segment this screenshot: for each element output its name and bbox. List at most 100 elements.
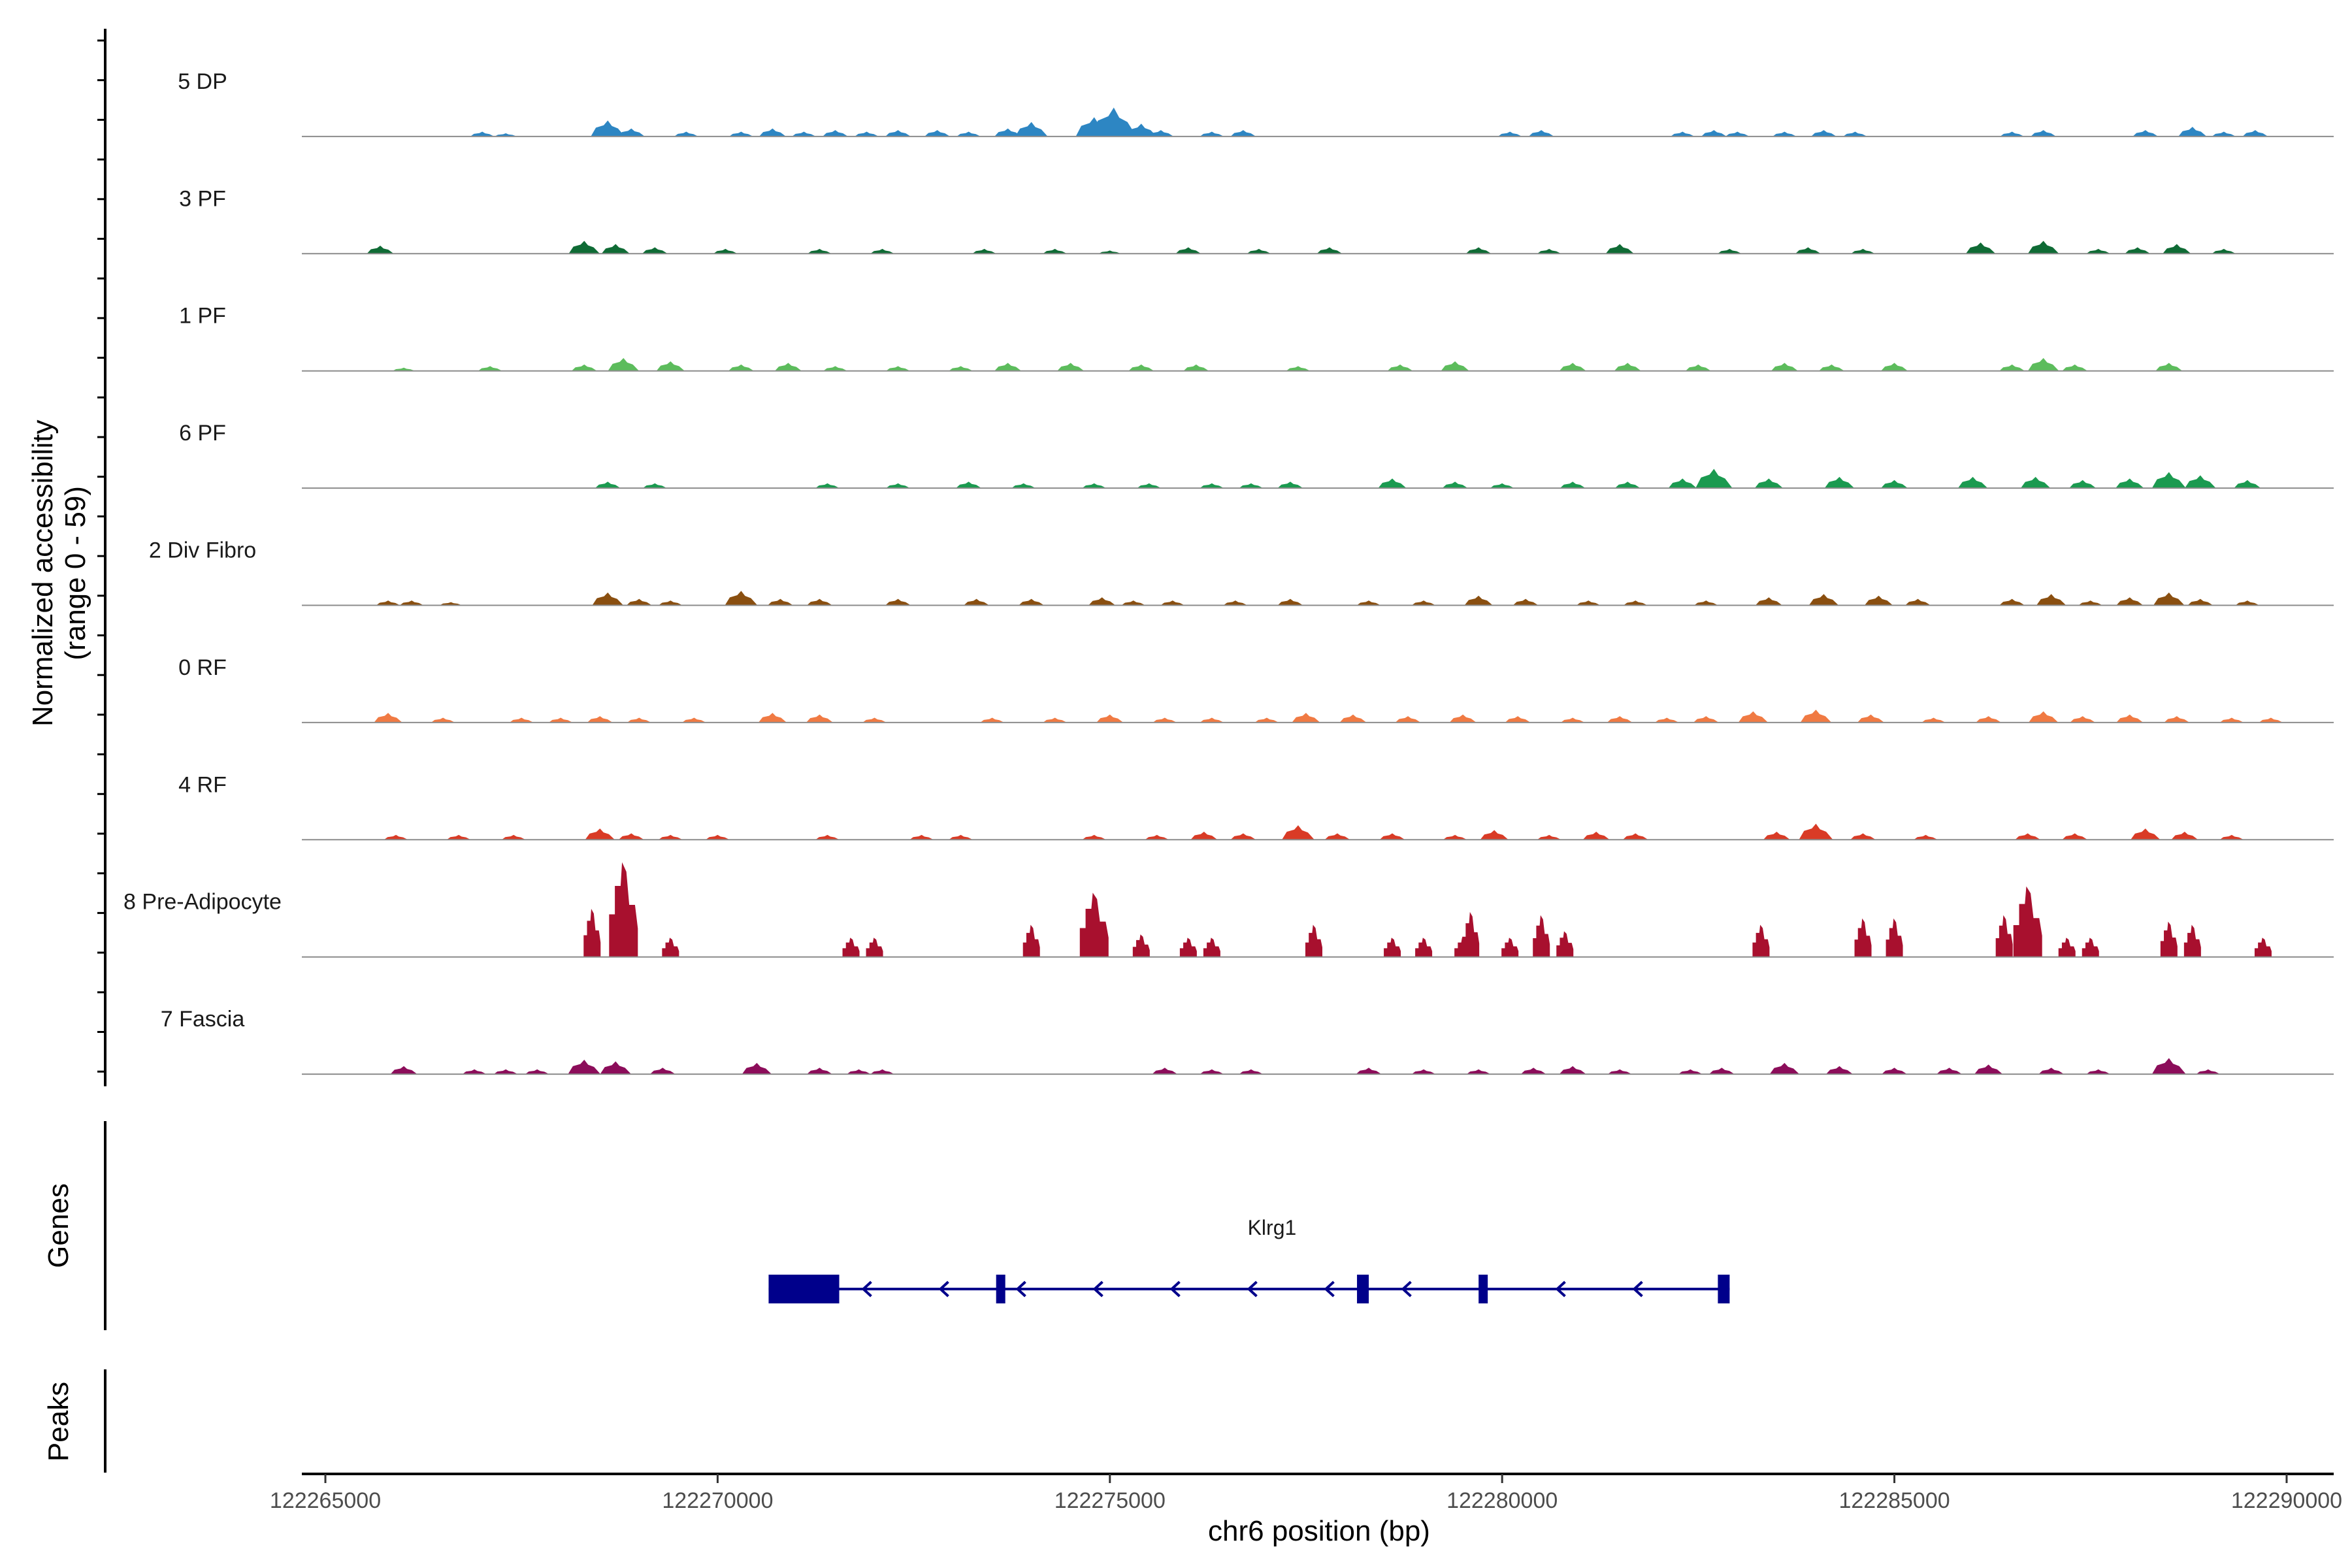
coverage-peak <box>806 714 834 723</box>
coverage-peak <box>842 938 860 957</box>
coverage-peak <box>2183 924 2201 957</box>
coverage-peak <box>949 834 973 840</box>
coverage-peak <box>1082 483 1107 489</box>
coverage-peak <box>568 1059 601 1075</box>
coverage-peak <box>1148 130 1174 137</box>
coverage-peak <box>1356 1068 1382 1075</box>
coverage-peak <box>1851 248 1875 254</box>
coverage-peak <box>2160 921 2178 957</box>
coverage-peak <box>1808 594 1839 606</box>
coverage-peak <box>1695 468 1733 489</box>
coverage-peak <box>1693 716 1719 723</box>
coverage-peak <box>949 366 973 371</box>
coverage-peak <box>1718 248 1742 254</box>
coverage-peak <box>2131 828 2161 840</box>
coverage-peak <box>1175 247 1201 254</box>
coverage-peak <box>980 717 1004 723</box>
coverage-peak <box>1057 363 1085 371</box>
coverage-peak <box>1701 130 1727 137</box>
strand-arrow <box>1247 1281 1258 1298</box>
coverage-peak <box>649 1068 676 1075</box>
coverage-peak <box>600 1061 632 1075</box>
coverage-peak <box>595 482 621 489</box>
coverage-peak <box>1738 711 1769 723</box>
coverage-peak <box>924 130 951 137</box>
coverage-peak <box>1974 1064 2003 1075</box>
coverage-peak <box>2116 714 2144 723</box>
strand-arrow <box>1169 1281 1181 1298</box>
coverage-peak <box>1203 938 1220 957</box>
coverage-peak <box>725 591 758 606</box>
coverage-peak <box>1379 833 1405 840</box>
track-label: 2 Div Fibro <box>149 538 256 563</box>
coverage-peak <box>1324 833 1350 840</box>
coverage-peak <box>2155 363 2183 371</box>
x-tick-label: 122285000 <box>1838 1488 1950 1513</box>
coverage-peak <box>956 482 982 489</box>
coverage-peak <box>439 602 463 606</box>
coverage-peak <box>870 1069 894 1075</box>
coverage-peak <box>2013 886 2042 957</box>
coverage-peak <box>462 1069 487 1075</box>
track-label: 1 PF <box>179 304 226 329</box>
coverage-peak <box>1441 361 1469 371</box>
coverage-peak <box>587 716 613 723</box>
coverage-peak <box>1043 717 1068 723</box>
coverage-peak <box>478 366 502 371</box>
coverage-peak <box>1082 834 1107 840</box>
coverage-peak <box>390 1066 417 1075</box>
coverage-peak <box>1936 1068 1963 1075</box>
coverage-peak <box>592 592 624 606</box>
coverage-peak <box>1415 938 1433 957</box>
coverage-peak <box>1239 1069 1264 1075</box>
coverage-peak <box>1378 478 1407 489</box>
coverage-peak <box>2242 130 2268 137</box>
coverage-peak <box>2178 127 2207 137</box>
coverage-peak <box>706 834 730 840</box>
coverage-peak <box>2086 1069 2111 1075</box>
track-label: 5 DP <box>178 69 227 94</box>
coverage-peak <box>2219 834 2244 840</box>
coverage-peak <box>1090 107 1137 137</box>
coverage-peak <box>2000 131 2024 137</box>
coverage-peak <box>1200 483 1224 489</box>
coverage-peak <box>774 363 802 371</box>
coverage-peak <box>2027 240 2059 254</box>
coverage-peak <box>1957 476 1988 489</box>
strand-arrow <box>1092 1281 1103 1298</box>
coverage-peak <box>1560 717 1585 723</box>
gene-exon <box>1357 1275 1369 1303</box>
coverage-peak <box>2164 716 2190 723</box>
y-axis <box>97 29 106 1086</box>
coverage-peak <box>548 717 573 723</box>
coverage-peak <box>367 246 394 254</box>
coverage-peak <box>885 130 911 137</box>
track-4-rf: 4 RF <box>178 772 2334 841</box>
coverage-peak <box>713 248 738 254</box>
coverage-peak <box>2171 832 2198 840</box>
coverage-tracks: 5 DP 3 PF 1 PF 6 PF 2 Div Fibro 0 RF 4 RF 8 Pre… <box>123 69 2334 1075</box>
coverage-peak <box>374 713 402 723</box>
coverage-peak <box>1799 823 1833 840</box>
coverage-peak <box>1126 123 1157 137</box>
coverage-peak <box>1755 597 1782 606</box>
coverage-peak <box>1277 482 1303 489</box>
coverage-peak <box>656 361 685 371</box>
coverage-peak <box>1795 247 1821 254</box>
coverage-peak <box>1160 600 1185 606</box>
coverage-peak <box>2027 358 2059 371</box>
coverage-peak <box>601 244 630 254</box>
coverage-peak <box>1247 248 1271 254</box>
track-0-rf: 0 RF <box>178 655 2334 723</box>
coverage-peak <box>1464 595 1493 606</box>
coverage-peak <box>1152 1068 1178 1075</box>
coverage-peak <box>728 364 754 371</box>
coverage-peak <box>662 938 679 957</box>
coverage-peak <box>1559 1066 1586 1075</box>
coverage-peak <box>1200 131 1224 137</box>
gene-exon <box>1718 1275 1730 1303</box>
coverage-peak <box>1395 716 1421 723</box>
coverage-peak <box>2015 833 2041 840</box>
gene-exon <box>768 1275 840 1303</box>
coverage-peak <box>1819 364 1844 371</box>
